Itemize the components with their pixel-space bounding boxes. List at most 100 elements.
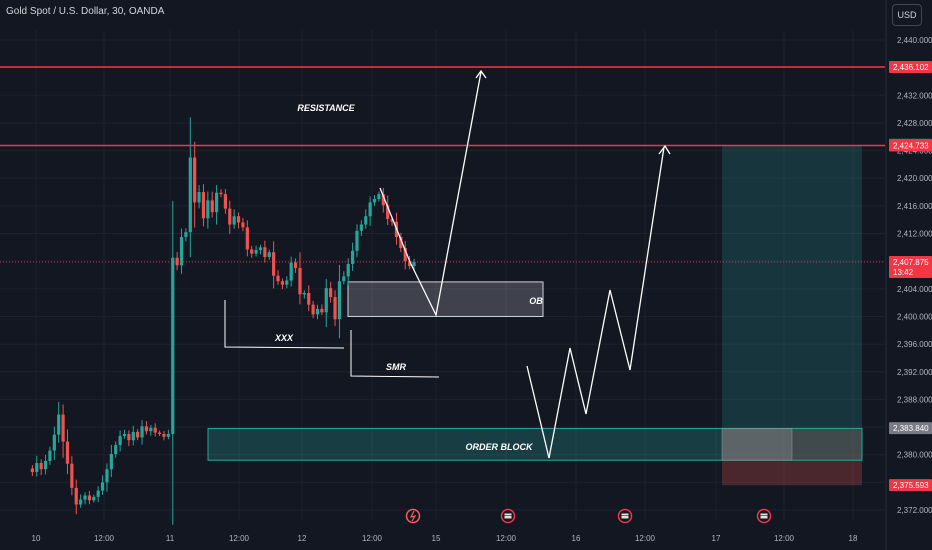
candle-body <box>390 219 394 222</box>
candle-body <box>254 250 258 254</box>
lightning-glyph <box>409 510 417 522</box>
candle-body <box>412 261 416 267</box>
candle-body <box>114 445 118 455</box>
candle-body <box>307 292 311 305</box>
candle-body <box>241 222 245 228</box>
candle-body <box>263 247 267 258</box>
arrow-head-2 <box>658 144 671 155</box>
y-tick-label: 2,392.000 <box>897 368 932 377</box>
candle-body <box>280 281 285 285</box>
x-tick-label: 12:00 <box>229 534 250 543</box>
y-tick-label: 2,412.000 <box>897 230 932 239</box>
candle-body <box>193 157 197 203</box>
candle-body <box>74 487 78 505</box>
candle-body <box>372 198 377 203</box>
candle-body <box>267 252 271 258</box>
price-axis-labels: 2,436.1022,424.8432,424.7332,407.87513:4… <box>889 60 932 492</box>
candle-body <box>92 496 96 501</box>
target-zone <box>722 145 862 429</box>
candle-body <box>386 205 390 220</box>
candle-body <box>272 252 276 276</box>
x-tick-label: 12 <box>298 534 307 543</box>
price-label-badge <box>889 139 932 152</box>
order-block-label: ORDER BLOCK <box>466 442 534 452</box>
candlestick-series <box>30 117 416 525</box>
chart-grid <box>0 30 885 520</box>
y-tick-label: 2,396.000 <box>897 340 932 349</box>
y-tick-label: 2,372.000 <box>897 506 932 515</box>
analysis-drawings[interactable] <box>224 69 671 459</box>
resistance-label: RESISTANCE <box>297 103 355 113</box>
y-tick-label: 2,380.000 <box>897 451 932 460</box>
candle-body <box>285 280 289 285</box>
y-tick-label: 2,388.000 <box>897 395 932 404</box>
y-tick-label: 2,404.000 <box>897 285 932 294</box>
candle-body <box>377 194 381 199</box>
candle-body <box>162 433 166 437</box>
candle-body <box>245 227 249 250</box>
candle-body <box>83 495 87 500</box>
candle-body <box>342 276 346 282</box>
candle-body <box>337 281 342 320</box>
candle-body <box>315 308 320 315</box>
chart-annotations: RESISTANCE OB XXX SMR ORDER BLOCK <box>274 103 543 452</box>
candle-body <box>236 216 241 223</box>
y-tick-label: 2,428.000 <box>897 119 932 128</box>
currency-button[interactable]: USD <box>892 4 922 26</box>
candle-body <box>131 431 135 441</box>
y-tick-label: 2,440.000 <box>897 36 932 45</box>
candle-body <box>215 192 219 213</box>
candle-body <box>166 433 170 437</box>
horizontal-levels[interactable] <box>0 66 885 263</box>
y-tick-label: 2,416.000 <box>897 202 932 211</box>
candle-body <box>210 200 214 213</box>
smr-label: SMR <box>386 362 407 372</box>
candle-body <box>39 463 43 470</box>
candle-body <box>408 261 412 267</box>
candle-body <box>250 249 254 254</box>
candle-body <box>320 308 324 313</box>
candle-body <box>57 414 61 435</box>
candle-body <box>35 463 39 472</box>
candle-body <box>171 257 175 434</box>
y-tick-label: 2,432.000 <box>897 91 932 100</box>
candle-body <box>399 236 403 249</box>
price-label-text: 2,424.733 <box>893 142 929 151</box>
arrow-head-1 <box>475 69 487 79</box>
candle-body <box>293 262 298 269</box>
y-tick-label: 2,400.000 <box>897 312 932 321</box>
economic-event-markers[interactable] <box>405 508 772 524</box>
x-tick-label: 12:00 <box>496 534 517 543</box>
x-tick-label: 12:00 <box>774 534 795 543</box>
candle-body <box>228 208 232 225</box>
chart-title: Gold Spot / U.S. Dollar, 30, OANDA <box>6 6 165 17</box>
candle-body <box>96 490 100 497</box>
candle-body <box>289 262 293 281</box>
candle-body <box>65 441 70 464</box>
candle-body <box>105 469 109 483</box>
candle-body <box>219 192 223 195</box>
smr-structure-line <box>350 330 440 378</box>
price-label-text: 2,407.875 <box>893 258 929 267</box>
candle-body <box>276 275 280 282</box>
price-label-text: 2,436.102 <box>893 63 929 72</box>
x-tick-label: 12:00 <box>635 534 656 543</box>
candle-body <box>201 192 206 219</box>
candle-body <box>324 288 328 313</box>
candle-body <box>136 431 140 438</box>
x-tick-label: 11 <box>166 534 175 543</box>
xxx-structure-line <box>224 300 345 349</box>
x-tick-label: 12:00 <box>362 534 383 543</box>
candle-body <box>118 436 122 446</box>
price-label-text: 2,375.593 <box>893 481 929 490</box>
candle-body <box>364 216 368 225</box>
candle-body <box>381 194 385 206</box>
candle-body <box>140 426 144 438</box>
price-label-badge <box>889 256 932 279</box>
time-axis[interactable]: 10 12:00 11 12:00 12 12:00 15 12:00 16 12:00 17 12:… <box>32 534 858 543</box>
order-block-zone <box>207 427 863 461</box>
candle-body <box>184 232 188 237</box>
projection-path-2 <box>526 146 665 459</box>
candle-body <box>368 202 372 217</box>
